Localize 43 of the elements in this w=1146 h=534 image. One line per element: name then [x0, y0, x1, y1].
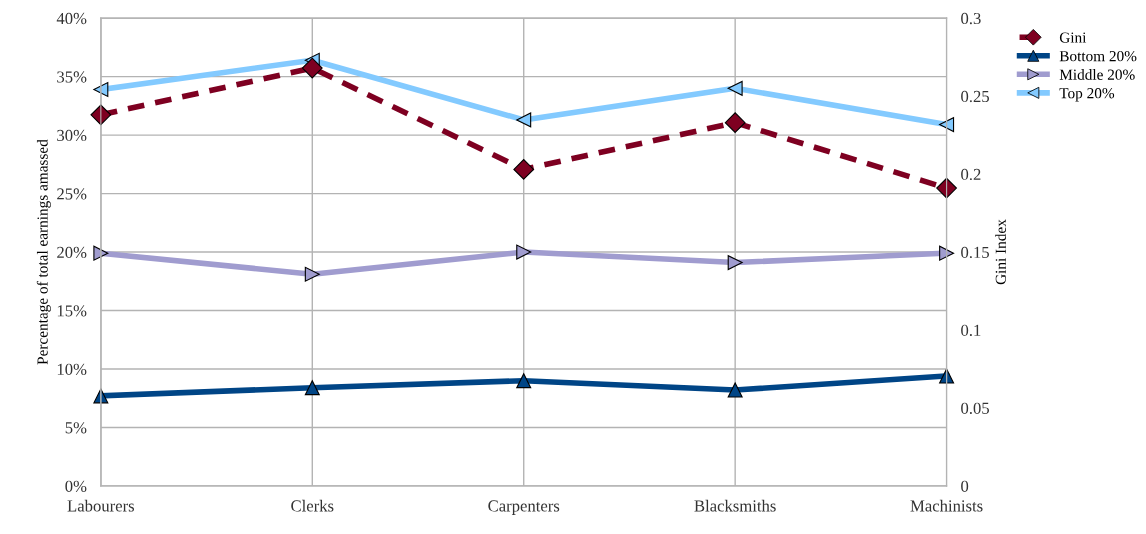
point — [304, 266, 320, 282]
x-tick-label: Blacksmiths — [694, 499, 776, 512]
y2-tick-label: 0.25 — [961, 90, 989, 103]
point — [516, 244, 532, 260]
x-tick-label: Machinists — [910, 499, 983, 512]
legend-label: Top 20% — [1059, 88, 1115, 102]
legend-label: Bottom 20% — [1059, 50, 1137, 62]
x-tick-label: Carpenters — [488, 500, 560, 515]
y-tick-label: 25% — [57, 188, 87, 200]
point — [724, 112, 746, 134]
y-tick-label: 20% — [57, 246, 87, 259]
point — [939, 245, 955, 261]
legend-label: Middle 20% — [1059, 69, 1135, 80]
point — [939, 368, 955, 384]
point — [516, 373, 532, 389]
point — [936, 177, 957, 199]
point — [304, 380, 320, 396]
y-axis-title: Percentage of total earnings amassed — [36, 139, 51, 365]
y-tick-label: 15% — [57, 305, 87, 317]
point — [727, 382, 743, 398]
y-tick-label: 0% — [65, 480, 87, 492]
point — [727, 255, 743, 271]
point — [93, 245, 109, 261]
y-tick-label: 30% — [57, 129, 87, 142]
y-tick-label: 35% — [57, 71, 87, 83]
legend-label: Gini — [1059, 32, 1087, 43]
y-tick-label: 40% — [56, 12, 87, 25]
point — [516, 112, 532, 128]
x-tick-label: Labourers — [67, 499, 135, 512]
point — [513, 159, 535, 180]
y2-tick-label: 0.15 — [961, 246, 989, 259]
point — [301, 57, 323, 79]
y2-tick-label: 0 — [961, 480, 969, 492]
y-tick-label: 5% — [65, 422, 87, 434]
y-tick-label: 10% — [57, 363, 87, 375]
y2-tick-label: 0.1 — [961, 324, 981, 337]
y2-tick-label: 0.05 — [961, 402, 989, 414]
point — [939, 117, 955, 133]
y2-axis-title: Gini Index — [995, 219, 1006, 285]
y2-tick-label: 0.2 — [961, 168, 981, 181]
x-tick-label: Clerks — [291, 499, 334, 512]
point — [727, 80, 743, 96]
y2-tick-label: 0.3 — [961, 12, 981, 25]
